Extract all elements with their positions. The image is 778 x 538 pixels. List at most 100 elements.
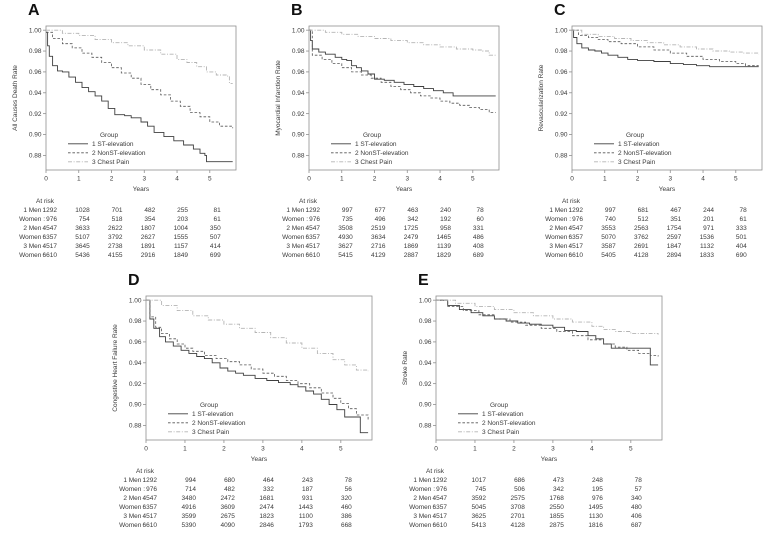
km-panel-B: B 1.00 0.98 0.96 0.94 0.92 0.90 0.88 0 1 2 3 4 5 Myoc… [271,2,507,264]
at-risk-value: 2738 [108,243,123,250]
plot-border [145,295,373,441]
x-axis-title: Years [541,456,558,463]
at-risk-row-label: Women : [409,486,435,493]
at-risk-value: 518 [112,216,123,223]
at-risk-value: 1833 [700,252,715,259]
legend-title: Group [100,132,118,139]
at-risk-value: 3792 [108,234,123,241]
km-panel-A: A 1.00 0.98 0.96 0.94 0.92 0.90 0.88 0 1 2 3 4 5 All … [8,2,244,264]
y-tick-label: 0.94 [129,360,142,367]
at-risk-value: 976 [309,216,320,223]
at-risk-value: 4547 [43,225,58,232]
at-risk-value: 486 [473,234,484,241]
at-risk-value: 1100 [299,513,313,520]
at-risk-value: 2691 [634,243,649,250]
at-risk-value: 342 [553,486,564,493]
at-risk-row-label: 2 Men : [549,225,571,232]
legend-entry-label: 2 NonST-elevation [92,150,146,157]
y-tick-label: 0.98 [419,318,432,325]
at-risk-value: 976 [592,495,603,502]
at-risk-value: 686 [514,477,525,484]
x-axis-title: Years [251,456,268,463]
legend-title: Group [363,132,381,139]
at-risk-value: 1443 [298,504,313,511]
y-tick-label: 0.98 [129,318,142,325]
at-risk-row-label: 1 Men : [286,207,308,214]
x-tick-label: 5 [339,446,343,453]
at-risk-value: 1847 [667,243,682,250]
at-risk-value: 414 [210,243,221,250]
at-risk-value: 1725 [404,225,419,232]
at-risk-row-label: Women : [119,504,145,511]
km-curve-2-nonst-elevation [46,31,234,129]
at-risk-value: 1004 [174,225,189,232]
panel-label: C [554,2,566,19]
at-risk-value: 331 [473,225,484,232]
at-risk-value: 78 [740,207,748,214]
y-tick-label: 1.00 [555,27,568,34]
panel-label: B [291,2,303,19]
at-risk-value: 5070 [601,234,616,241]
x-tick-label: 1 [183,446,187,453]
x-tick-label: 0 [570,176,574,183]
at-risk-row-label: Women : [282,216,308,223]
at-risk-value: 6610 [43,252,58,259]
y-axis-title: Myocardial Infarction Rate [275,60,282,136]
at-risk-row-label: Women : [19,234,45,241]
at-risk-value: 240 [440,207,451,214]
at-risk-value: 994 [185,477,196,484]
at-risk-value: 506 [514,486,525,493]
km-chart: 1.00 0.98 0.96 0.94 0.92 0.90 0.88 0 1 2 3 4 5 Conges… [112,295,373,529]
plot-border [571,25,763,171]
at-risk-value: 1465 [437,234,452,241]
km-panel-D: D 1.00 0.98 0.96 0.94 0.92 0.90 0.88 0 1 2 3 4 5 Cong… [108,272,380,534]
at-risk-row-label: 1 Men : [123,477,145,484]
at-risk-row-label: 1 Men : [23,207,45,214]
y-tick-label: 1.00 [29,27,42,34]
y-tick-label: 0.92 [555,111,568,118]
at-risk-value: 3592 [471,495,486,502]
at-risk-value: 6357 [433,504,448,511]
at-risk-value: 5413 [471,522,486,529]
y-tick-label: 0.96 [555,69,568,76]
at-risk-value: 4517 [43,243,58,250]
at-risk-value: 3587 [601,243,616,250]
at-risk-value: 3762 [634,234,649,241]
y-tick-label: 0.96 [292,69,305,76]
at-risk-value: 3634 [371,234,386,241]
x-tick-label: 1 [340,176,344,183]
legend-entry-label: 2 NonST-elevation [192,420,246,427]
at-risk-value: 78 [635,477,643,484]
at-risk-row-label: 1 Men : [413,477,435,484]
at-risk-value: 6610 [569,252,584,259]
y-tick-label: 0.92 [129,381,142,388]
at-risk-value: 386 [341,513,352,520]
y-tick-label: 0.94 [29,90,42,97]
at-risk-value: 1555 [174,234,189,241]
at-risk-row-label: Women : [119,486,145,493]
at-risk-value: 351 [670,216,681,223]
y-tick-label: 0.90 [419,402,432,409]
at-risk-value: 5107 [75,234,90,241]
x-tick-label: 2 [636,176,640,183]
at-risk-value: 4128 [510,522,525,529]
at-risk-value: 3553 [601,225,616,232]
legend-title: Group [490,402,508,409]
at-risk-value: 463 [407,207,418,214]
at-risk-value: 2875 [549,522,564,529]
at-risk-value: 60 [477,216,485,223]
at-risk-value: 340 [631,495,642,502]
x-tick-label: 3 [261,446,265,453]
x-tick-label: 5 [471,176,475,183]
at-risk-value: 2563 [634,225,649,232]
at-risk-value: 4517 [569,243,584,250]
at-risk-value: 6610 [433,522,448,529]
at-risk-value: 482 [144,207,155,214]
at-risk-value: 997 [342,207,353,214]
legend-entry-label: 1 ST-elevation [355,141,397,148]
at-risk-value: 3708 [510,504,525,511]
at-risk-value: 78 [345,477,353,484]
at-risk-row-label: 3 Men : [286,243,308,250]
x-tick-label: 2 [110,176,114,183]
at-risk-value: 480 [631,504,642,511]
